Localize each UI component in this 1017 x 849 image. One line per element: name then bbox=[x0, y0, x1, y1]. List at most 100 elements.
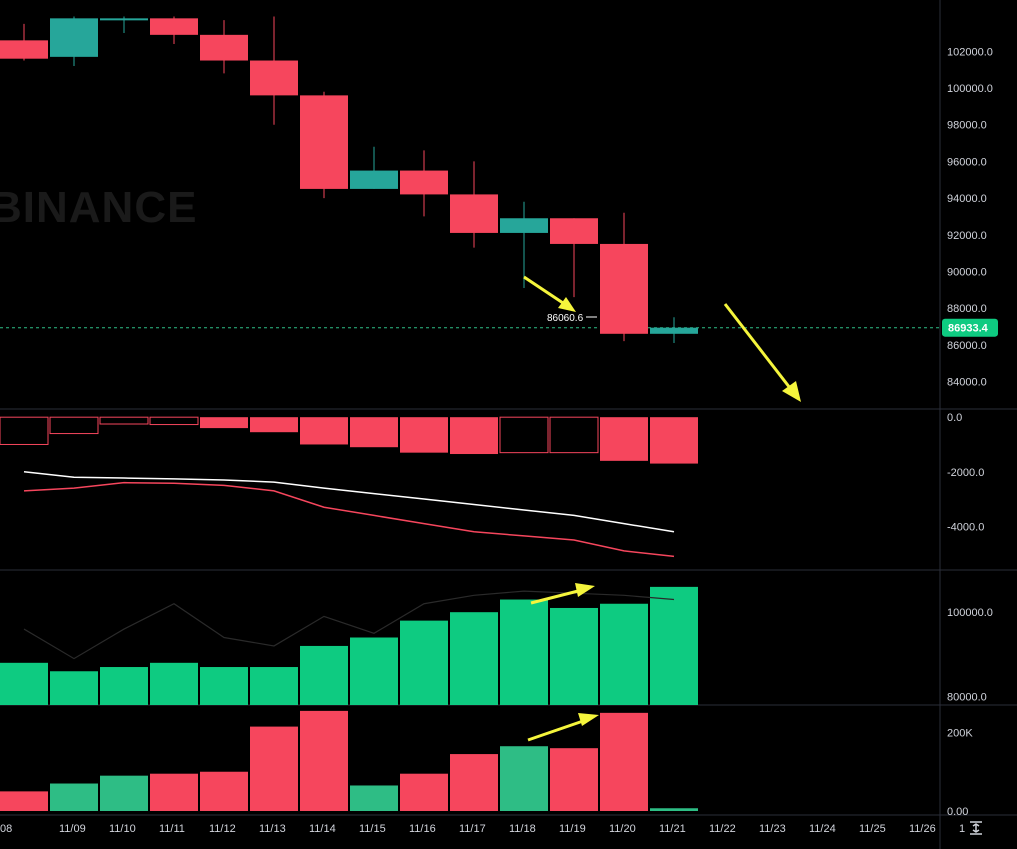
macd-hist-bar bbox=[149, 416, 199, 426]
price-tick-label: 86000.0 bbox=[947, 340, 987, 352]
indicator-bar bbox=[200, 667, 248, 705]
macd-hist-bar bbox=[400, 417, 448, 453]
macd-hist-bar bbox=[499, 416, 549, 454]
indicator-bar bbox=[0, 662, 48, 705]
indicator-bar bbox=[150, 662, 198, 705]
low-price-marker: 86060.6 bbox=[547, 313, 597, 324]
candle-body bbox=[500, 218, 548, 233]
macd-hist-bar bbox=[350, 417, 398, 448]
candle-11-09[interactable] bbox=[50, 16, 98, 67]
date-tick-label: 11/16 bbox=[409, 823, 436, 835]
date-tick-label: 1 bbox=[959, 823, 965, 835]
price-tick-label: 102000.0 bbox=[947, 46, 993, 58]
candle-11-12[interactable] bbox=[200, 20, 248, 74]
auto-scale-icon[interactable] bbox=[970, 821, 982, 835]
volume-bar bbox=[550, 748, 598, 811]
macd-hist-bar bbox=[99, 416, 149, 425]
candle-11-18[interactable] bbox=[500, 201, 548, 288]
indicator-tick-label: 100000.0 bbox=[947, 607, 993, 619]
candle-body bbox=[100, 18, 148, 21]
candle-body bbox=[450, 194, 498, 233]
date-tick-label: 11/21 bbox=[659, 823, 686, 835]
current-price-label: 86933.4 bbox=[948, 323, 989, 335]
arrow-to-low bbox=[523, 275, 576, 312]
date-tick-label: 11/23 bbox=[759, 823, 786, 835]
indicator-bar bbox=[550, 607, 598, 705]
candle-11-19[interactable] bbox=[550, 218, 598, 298]
candle-body bbox=[300, 95, 348, 189]
candle-11-14[interactable] bbox=[300, 91, 348, 199]
date-tick-label: 11/15 bbox=[359, 823, 386, 835]
arrow-volume-up bbox=[527, 713, 599, 742]
macd-tick-label: 0.0 bbox=[947, 412, 962, 424]
date-tick-label: 08 bbox=[0, 823, 12, 835]
indicator-bar bbox=[250, 667, 298, 705]
indicator-bar bbox=[100, 667, 148, 705]
candle-body bbox=[400, 170, 448, 195]
volume-tick-label: 0.00 bbox=[947, 806, 968, 818]
arrow-projection-down bbox=[723, 303, 801, 402]
candle-body bbox=[650, 327, 698, 334]
candle-body bbox=[250, 60, 298, 96]
candle-body bbox=[350, 170, 398, 189]
candle-body bbox=[150, 18, 198, 35]
candle-11-17[interactable] bbox=[450, 161, 498, 248]
macd-hist-bar bbox=[549, 416, 599, 454]
price-tick-label: 88000.0 bbox=[947, 303, 987, 315]
price-tick-label: 90000.0 bbox=[947, 266, 987, 278]
date-tick-label: 11/17 bbox=[459, 823, 486, 835]
date-tick-label: 11/24 bbox=[809, 823, 836, 835]
candle-body bbox=[0, 40, 48, 59]
date-tick-label: 11/09 bbox=[59, 823, 86, 835]
volume-tick-label: 200K bbox=[947, 727, 973, 739]
candle-body bbox=[600, 243, 648, 334]
candle-11-08[interactable] bbox=[0, 23, 48, 61]
candle-11-15[interactable] bbox=[350, 146, 398, 189]
low-price-label: 86060.6 bbox=[547, 313, 584, 324]
volume-bar bbox=[200, 771, 248, 811]
price-tick-label: 92000.0 bbox=[947, 230, 987, 242]
candle-11-10[interactable] bbox=[100, 16, 148, 34]
date-tick-label: 11/22 bbox=[709, 823, 736, 835]
indicator-bar bbox=[400, 620, 448, 705]
candle-11-20[interactable] bbox=[600, 212, 648, 342]
macd-hist-bar bbox=[450, 417, 498, 455]
date-tick-label: 11/26 bbox=[909, 823, 936, 835]
candle-11-16[interactable] bbox=[400, 150, 448, 217]
candle-body bbox=[50, 18, 98, 57]
date-tick-label: 11/25 bbox=[859, 823, 886, 835]
volume-bar bbox=[100, 775, 148, 811]
exchange-watermark: BINANCE bbox=[0, 183, 197, 232]
indicator-tick-label: 80000.0 bbox=[947, 692, 987, 704]
volume-bar bbox=[250, 726, 298, 811]
candle-11-13[interactable] bbox=[250, 16, 298, 125]
annotation-arrows[interactable] bbox=[523, 275, 801, 742]
date-tick-label: 11/18 bbox=[509, 823, 536, 835]
candle-11-11[interactable] bbox=[150, 16, 198, 45]
date-tick-label: 11/13 bbox=[259, 823, 286, 835]
indicator-bar bbox=[500, 599, 548, 705]
date-tick-label: 11/19 bbox=[559, 823, 586, 835]
indicator-panel bbox=[0, 586, 698, 705]
price-tick-label: 96000.0 bbox=[947, 156, 987, 168]
volume-bar bbox=[500, 746, 548, 811]
volume-bar bbox=[150, 773, 198, 811]
price-axis[interactable]: 102000.0 100000.0 98000.0 96000.0 94000.0 920… bbox=[947, 46, 993, 818]
date-tick-label: 11/11 bbox=[159, 823, 185, 835]
candle-body bbox=[200, 34, 248, 61]
volume-bar bbox=[400, 773, 448, 811]
indicator-bar bbox=[450, 612, 498, 705]
indicator-bar bbox=[300, 645, 348, 705]
macd-hist-bar bbox=[650, 417, 698, 464]
candle-body bbox=[550, 218, 598, 244]
date-tick-label: 11/12 bbox=[209, 823, 236, 835]
macd-tick-label: -2000.0 bbox=[947, 467, 984, 479]
indicator-bar bbox=[600, 603, 648, 705]
macd-hist-bar bbox=[49, 416, 99, 435]
macd-tick-label: -4000.0 bbox=[947, 521, 984, 533]
indicator-bar bbox=[50, 671, 98, 705]
macd-hist-bar bbox=[250, 417, 298, 433]
date-axis[interactable]: 08 11/09 11/10 11/11 11/12 11/13 11/14 11/15 11/… bbox=[0, 823, 965, 835]
candle-11-21[interactable] bbox=[650, 317, 698, 343]
